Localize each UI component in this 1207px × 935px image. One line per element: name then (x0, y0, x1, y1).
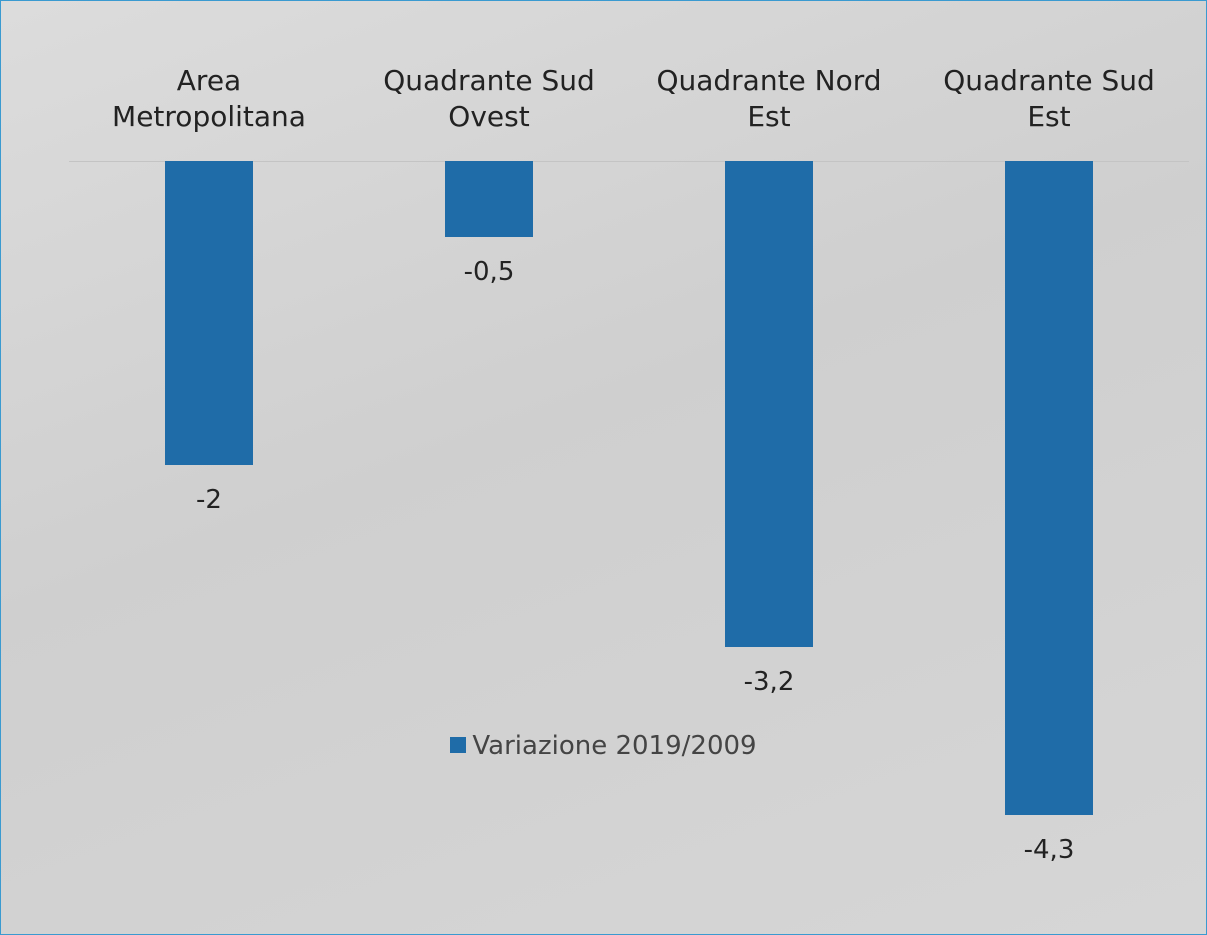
x-tick-label: Quadrante Sud Ovest (383, 64, 595, 133)
x-tick-label: Quadrante Sud Est (943, 64, 1155, 133)
legend: Variazione 2019/2009 (1, 731, 1206, 761)
zero-line (69, 161, 1189, 162)
x-tick-label: Quadrante Nord Est (656, 64, 882, 133)
bar (1005, 161, 1093, 815)
x-tick-label: Area Metropolitana (112, 64, 306, 133)
data-label: -0,5 (463, 257, 515, 287)
bar (165, 161, 253, 465)
bar (445, 161, 533, 237)
data-label: -2 (196, 485, 222, 515)
legend-swatch (450, 737, 467, 753)
legend-label: Variazione 2019/2009 (472, 731, 757, 761)
data-label: -3,2 (743, 667, 795, 698)
bar (725, 161, 813, 648)
data-label: -4,3 (1023, 834, 1075, 865)
